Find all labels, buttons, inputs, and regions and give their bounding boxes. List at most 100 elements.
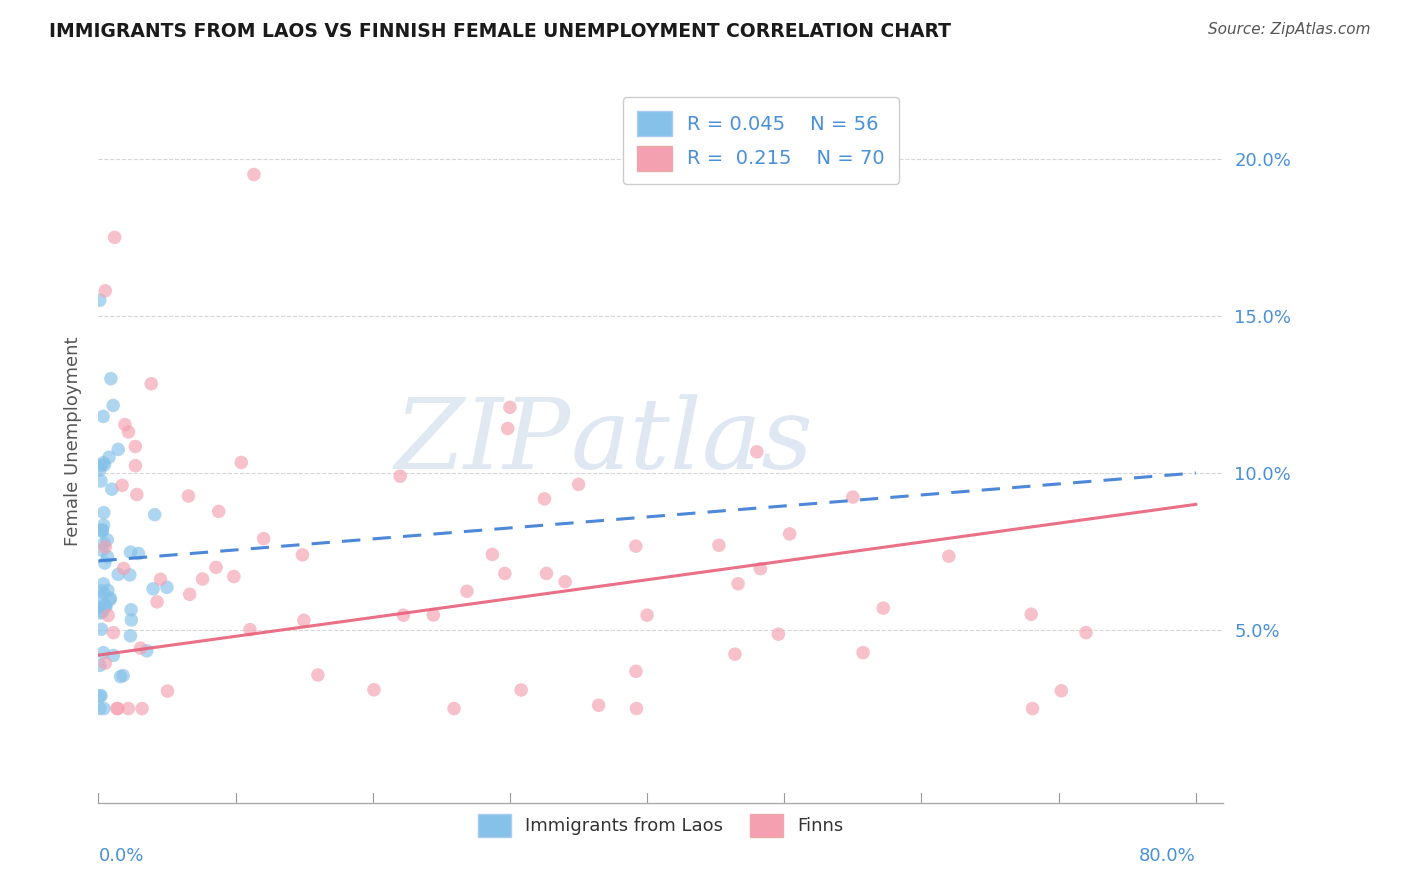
Point	[90, 474, 112, 488]
Point	[727, 576, 749, 591]
Point	[392, 608, 415, 623]
Point	[128, 547, 150, 561]
Point	[114, 417, 136, 432]
Point	[292, 613, 315, 627]
Point	[107, 701, 129, 715]
Point	[96, 549, 118, 564]
Point	[91, 524, 114, 539]
Point	[496, 421, 519, 435]
Point	[624, 539, 647, 553]
Point	[94, 599, 117, 614]
Point	[91, 605, 114, 619]
Point	[120, 613, 142, 627]
Point	[93, 577, 115, 591]
Point	[110, 670, 132, 684]
Point	[124, 440, 146, 454]
Point	[89, 600, 111, 615]
Text: Source: ZipAtlas.com: Source: ZipAtlas.com	[1208, 22, 1371, 37]
Point	[90, 689, 112, 703]
Point	[89, 463, 111, 477]
Point	[443, 701, 465, 715]
Legend: Immigrants from Laos, Finns: Immigrants from Laos, Finns	[471, 806, 851, 845]
Point	[96, 533, 118, 547]
Point	[91, 409, 114, 424]
Point	[89, 701, 111, 715]
Point	[536, 566, 558, 581]
Point	[179, 587, 201, 601]
Point	[89, 658, 111, 673]
Point	[93, 518, 115, 533]
Point	[98, 450, 121, 465]
Point	[117, 425, 139, 439]
Point	[143, 508, 166, 522]
Point	[101, 482, 124, 496]
Point	[494, 566, 516, 581]
Point	[118, 568, 141, 582]
Text: 0.0%: 0.0%	[98, 847, 143, 864]
Point	[111, 478, 134, 492]
Point	[107, 442, 129, 457]
Point	[124, 458, 146, 473]
Point	[205, 560, 228, 574]
Point	[104, 230, 127, 244]
Point	[156, 580, 179, 594]
Point	[1019, 607, 1042, 622]
Point	[94, 284, 117, 298]
Point	[588, 698, 610, 713]
Point	[129, 641, 152, 656]
Point	[105, 701, 128, 715]
Point	[100, 372, 122, 386]
Point	[107, 567, 129, 582]
Point	[191, 572, 214, 586]
Point	[499, 401, 522, 415]
Point	[97, 583, 120, 598]
Point	[94, 556, 117, 570]
Point	[93, 586, 115, 600]
Text: atlas: atlas	[571, 394, 814, 489]
Point	[97, 608, 120, 623]
Point	[101, 399, 124, 413]
Point	[93, 536, 115, 550]
Point	[89, 293, 111, 308]
Point	[208, 504, 231, 518]
Point	[91, 543, 114, 558]
Point	[91, 524, 114, 538]
Point	[363, 682, 385, 697]
Point	[239, 623, 262, 637]
Point	[1021, 701, 1043, 715]
Point	[149, 572, 172, 586]
Point	[94, 540, 117, 554]
Point	[636, 608, 658, 623]
Point	[120, 603, 142, 617]
Point	[89, 690, 111, 704]
Point	[94, 599, 117, 614]
Point	[93, 456, 115, 470]
Point	[120, 545, 142, 559]
Point	[554, 574, 576, 589]
Point	[93, 646, 115, 660]
Point	[177, 489, 200, 503]
Point	[120, 629, 142, 643]
Point	[422, 607, 444, 622]
Point	[103, 648, 125, 663]
Point	[872, 601, 894, 615]
Point	[142, 582, 165, 596]
Point	[842, 490, 865, 504]
Y-axis label: Female Unemployment: Female Unemployment	[63, 337, 82, 546]
Point	[1074, 625, 1097, 640]
Point	[146, 595, 169, 609]
Point	[89, 606, 111, 620]
Point	[768, 627, 790, 641]
Point	[779, 527, 801, 541]
Point	[100, 591, 122, 606]
Text: 80.0%: 80.0%	[1139, 847, 1195, 864]
Point	[456, 584, 478, 599]
Point	[93, 458, 115, 472]
Point	[749, 562, 772, 576]
Point	[291, 548, 314, 562]
Text: IMMIGRANTS FROM LAOS VS FINNISH FEMALE UNEMPLOYMENT CORRELATION CHART: IMMIGRANTS FROM LAOS VS FINNISH FEMALE U…	[49, 22, 952, 41]
Point	[94, 598, 117, 612]
Point	[852, 646, 875, 660]
Point	[253, 532, 276, 546]
Point	[222, 569, 245, 583]
